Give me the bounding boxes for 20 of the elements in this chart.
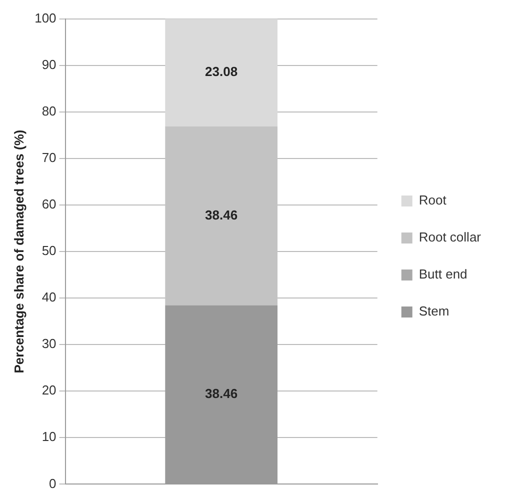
data-label: 23.08 <box>205 64 238 80</box>
y-tick-label: 50 <box>42 243 56 258</box>
y-tick-label: 90 <box>42 56 56 72</box>
y-tick-label: 100 <box>34 10 56 26</box>
legend-label: Butt end <box>418 266 468 282</box>
y-tick-label: 20 <box>42 382 56 398</box>
y-tick-label: 70 <box>42 150 56 165</box>
y-tick-label: 30 <box>42 336 56 352</box>
data-label: 38.46 <box>205 207 238 222</box>
bar <box>165 18 278 126</box>
y-tick-label: 0 <box>49 476 56 491</box>
legend-label: Stem <box>418 304 450 319</box>
y-tick-label: 60 <box>42 196 56 212</box>
y-tick-label: 40 <box>42 290 56 305</box>
legend-label: Root <box>418 192 447 208</box>
y-tick-label: 10 <box>42 429 56 444</box>
y-tick-label: 80 <box>42 103 56 118</box>
data-label: 38.46 <box>205 386 238 402</box>
legend-label: Root collar <box>418 230 482 245</box>
y-axis-title: Percentage share of damaged trees (%) <box>11 130 26 374</box>
